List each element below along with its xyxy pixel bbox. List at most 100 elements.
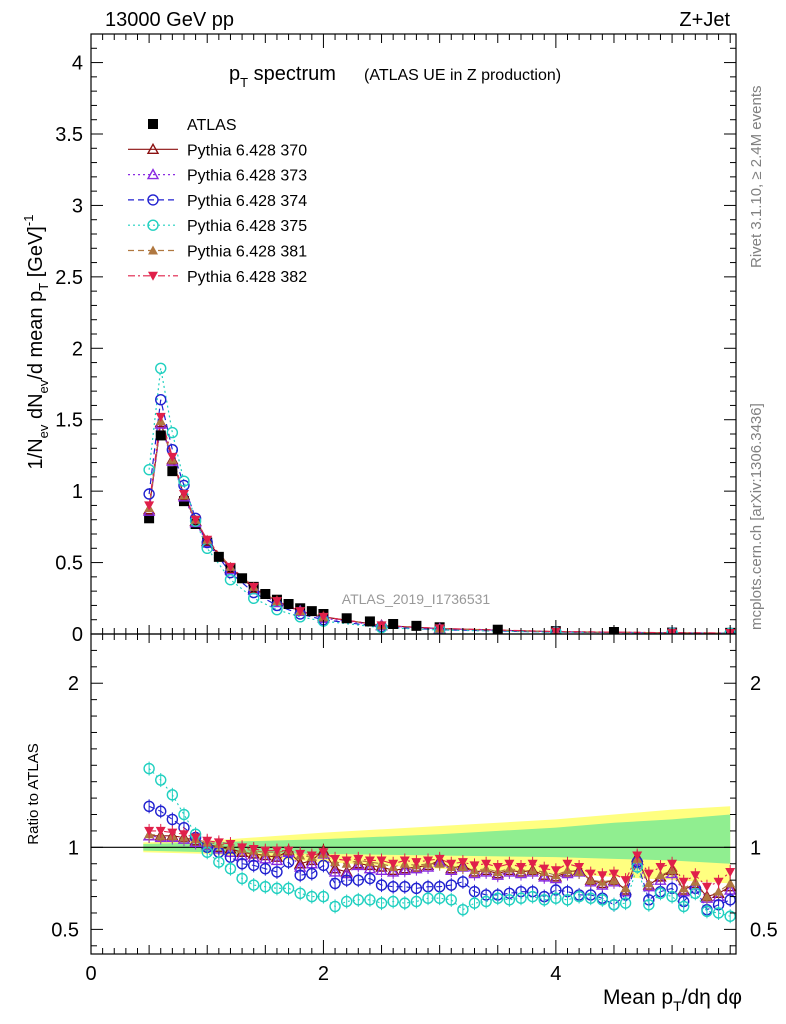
ratio-point [643,878,654,888]
ratio-point [328,865,342,877]
ratio-point [306,851,317,861]
data-point [167,452,178,462]
data-point [341,613,352,624]
ratio-point [423,856,434,866]
ratio-point [259,881,272,893]
ratio-point [375,863,388,876]
ratio-point [515,892,527,904]
ratio-point [620,883,631,893]
legend-marker [147,219,159,231]
ratio-point [596,894,609,906]
data-point [143,464,155,476]
ratio-point [353,854,364,864]
axes-group: 0 0.5 1 1.5 2 2.5 3 3.5 4 0 2 4 0.5 0.5 1 1 2 2 [51,33,778,985]
legend-marker [146,142,160,155]
ratio-point [562,859,573,869]
data-point [213,551,224,562]
ratio-point [271,882,283,895]
ratio-point [457,903,469,916]
legend: ATLAS Pythia 6.428 370 Pythia 6.428 373 Pyt… [128,117,307,286]
data-point [144,513,155,524]
data-point [190,515,201,525]
ratio-line-4 [149,833,731,898]
ratio-point [330,854,341,864]
ratio-point [608,869,619,879]
data-point [178,490,189,499]
ratio-point [724,894,736,906]
ratio-point [446,859,457,869]
ratio-point [667,859,678,869]
ratio-point [701,905,713,918]
analysis-id: ATLAS_2019_I1736531 [342,591,491,607]
ratio-point [492,863,503,873]
ratio-point [597,871,608,881]
ratio-point [480,895,492,908]
ratio-point [503,894,516,906]
ratio-point [654,887,667,899]
data-point [318,612,329,622]
ratio-point [202,836,213,846]
data-point [260,589,271,599]
ratio-point [654,873,667,885]
data-point [155,412,166,422]
y-tick-label: 3 [72,195,83,217]
legend-label: Pythia 6.428 374 [187,193,307,210]
ratio-point [283,846,294,856]
ratio-point [270,854,284,866]
ratio-point [306,867,318,880]
ratio-point [469,861,480,871]
legend-label: Pythia 6.428 381 [187,244,307,261]
ratio-point [155,826,166,836]
ratio-point [236,858,248,870]
data-point [295,607,306,617]
ratio-point [259,862,272,875]
ratio-point [166,789,179,801]
ratio-point [468,897,481,909]
ratio-point [306,890,318,903]
ratio-y-tick-label-right: 1 [750,837,761,859]
legend-label: Pythia 6.428 382 [187,269,307,286]
ratio-point [632,851,643,861]
ratio-point [387,895,399,908]
ratio-point [678,900,690,913]
ratio-point [237,843,248,853]
ratio-point [516,863,526,873]
x-tick-label: 0 [85,963,96,985]
ratio-point [271,846,282,856]
ratio-point [712,907,725,919]
ratio-point [398,863,411,876]
ratio-point [410,882,423,895]
data-point [155,394,167,406]
ratio-point [386,865,400,877]
data-point [178,475,190,487]
ratio-point [155,774,167,786]
ratio-point [539,864,550,874]
ratio-point [190,833,201,843]
ratio-point [364,894,376,906]
ratio-point [573,890,585,903]
ratio-plot-area [91,761,736,924]
ratio-point [294,887,306,899]
y-tick-label: 4 [72,53,83,75]
ratio-point [375,897,388,909]
plot-title: pT spectrum [229,63,336,90]
mcplots-label: mcplots.cern.ch [arXiv:1306.3436] [748,403,765,630]
data-point [155,362,167,374]
ratio-point [318,848,329,858]
ratio-point [713,886,724,896]
ratio-point [143,762,155,775]
legend-marker [148,119,158,129]
ratio-point [574,863,585,873]
legend-marker [146,168,160,180]
data-point [155,430,166,441]
ratio-point [143,800,155,813]
y-tick-label: 2 [72,338,83,360]
ratio-point [538,894,550,906]
ratio-point [713,877,724,887]
ratio-point [433,892,446,904]
ratio-point [666,890,678,903]
ratio-point [271,866,283,878]
data-point [202,535,213,545]
data-point [144,501,155,511]
